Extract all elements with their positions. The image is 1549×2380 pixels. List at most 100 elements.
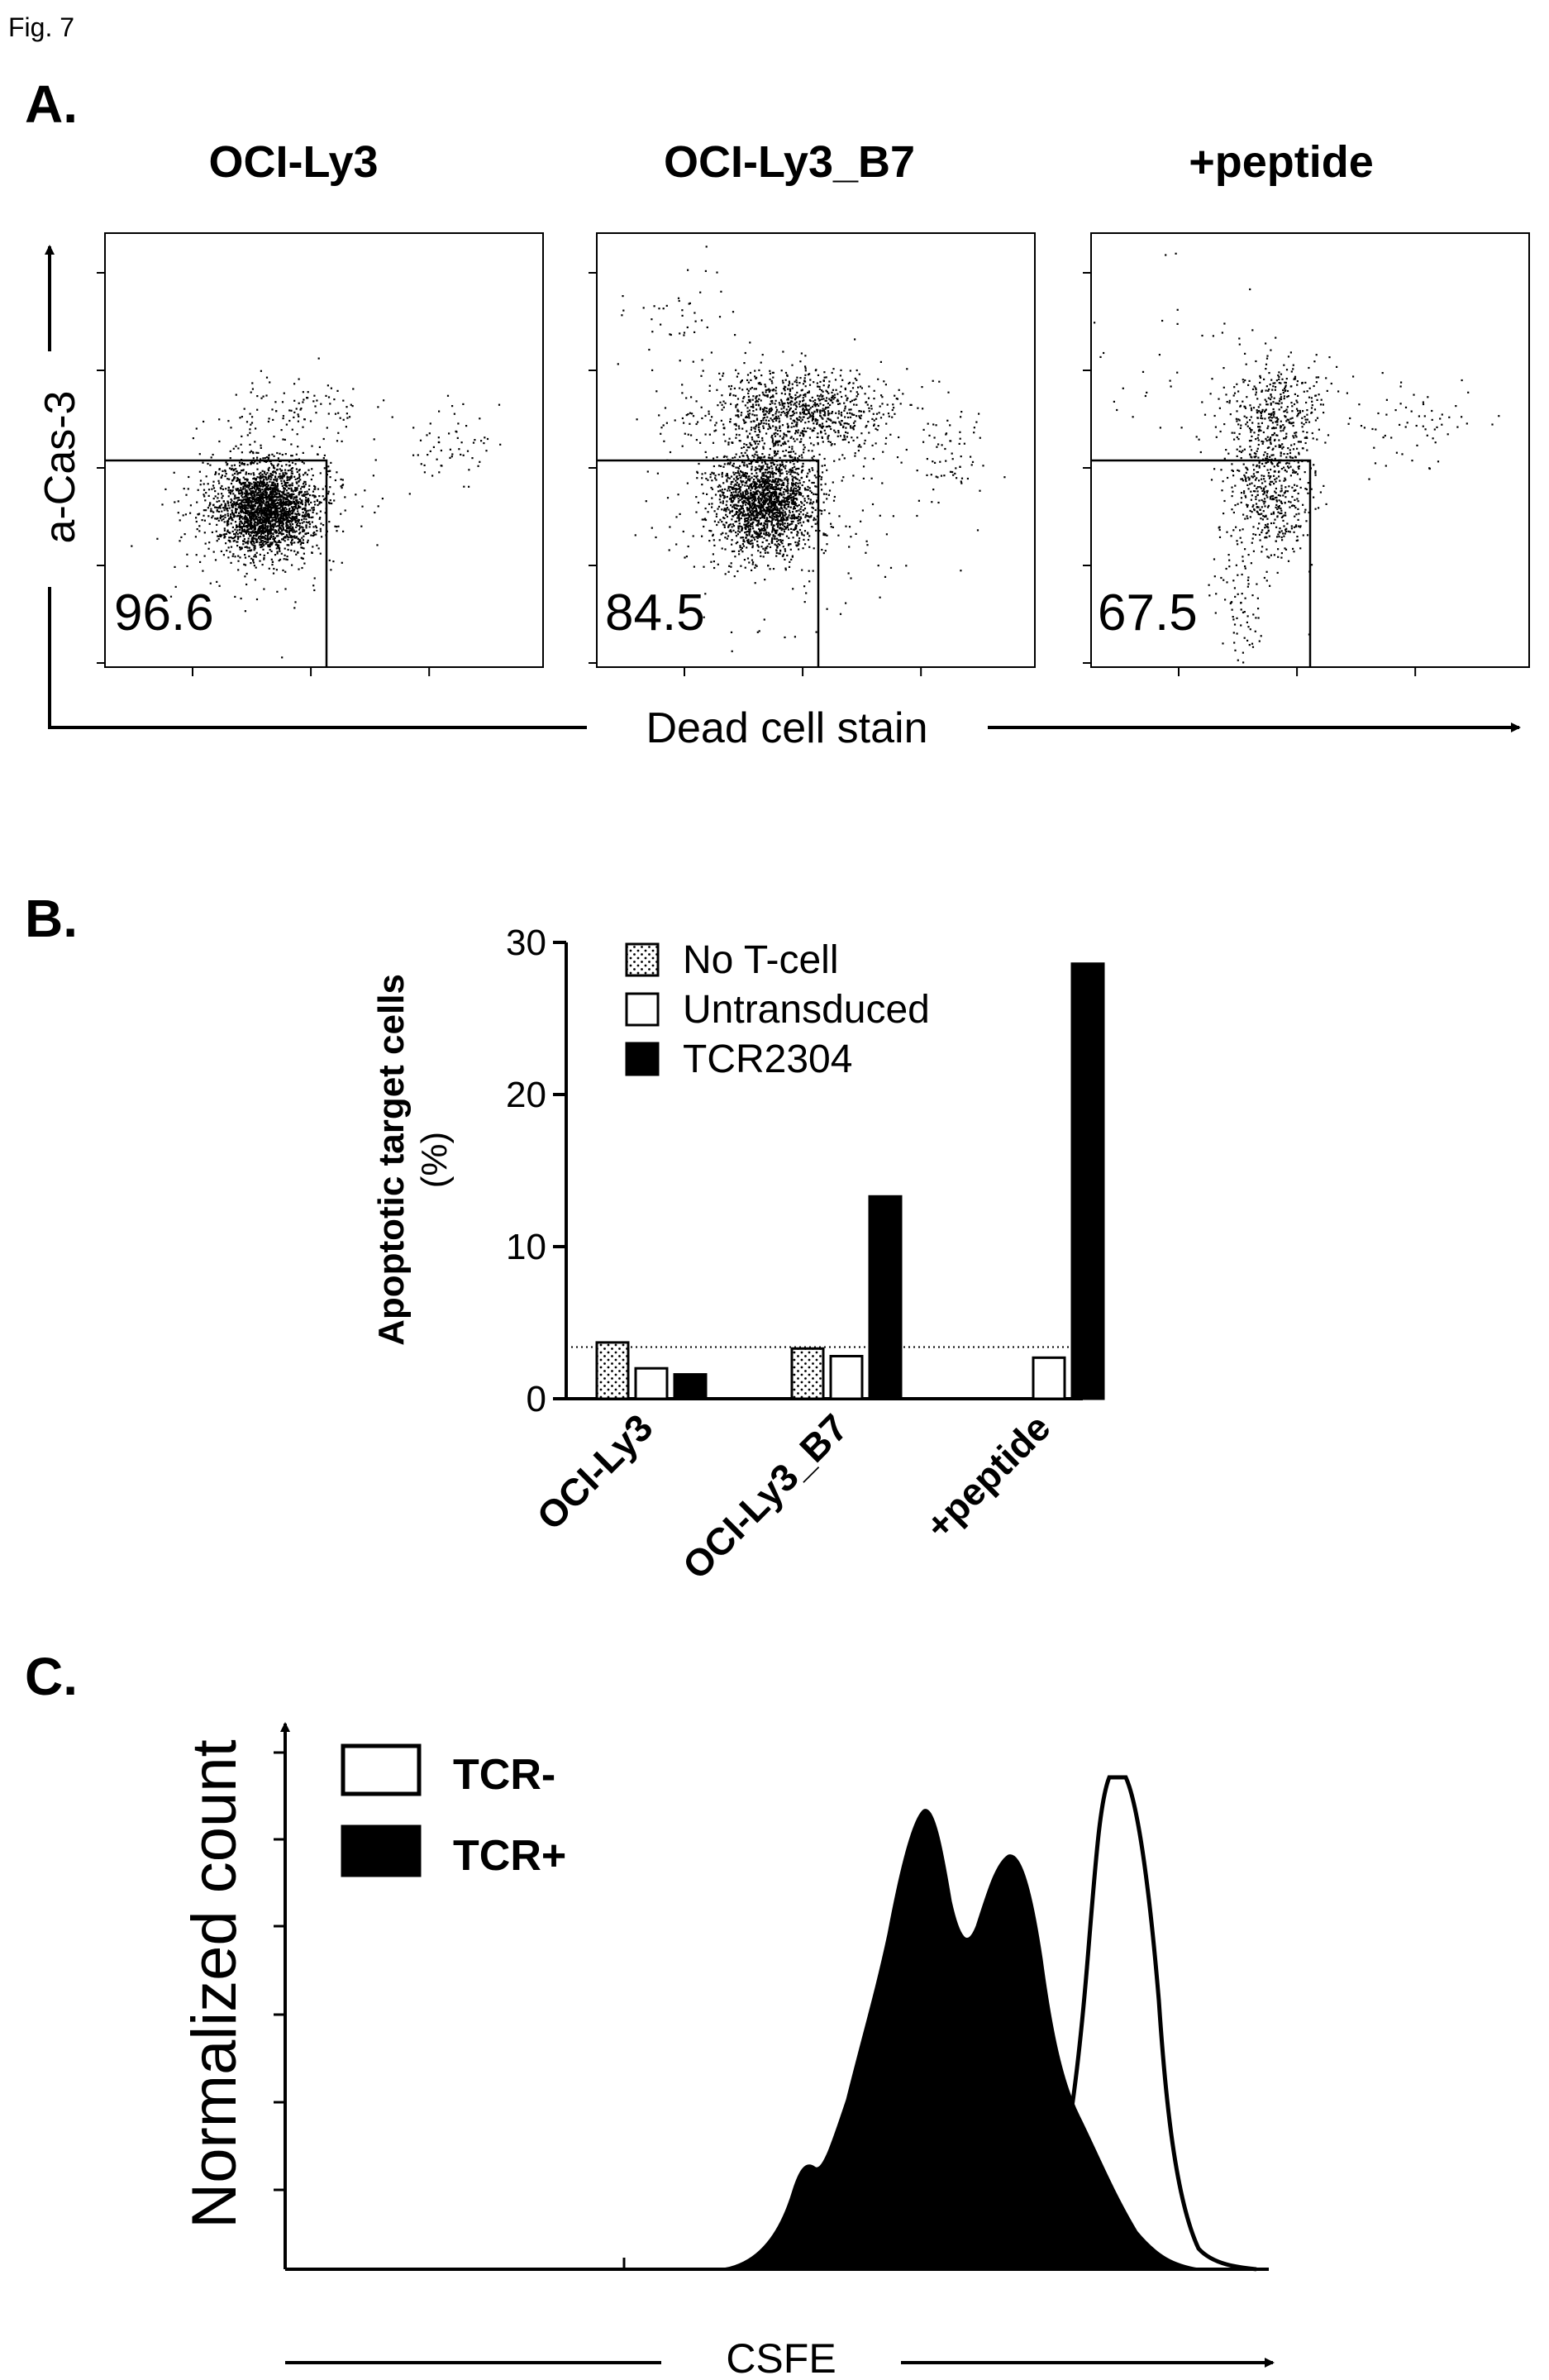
event-dot [784, 527, 787, 530]
event-dot [785, 460, 788, 463]
event-dot [264, 507, 266, 509]
event-dot [245, 484, 247, 486]
event-dot [284, 536, 287, 538]
event-dot [273, 525, 275, 527]
event-dot [817, 432, 819, 435]
event-dot [771, 529, 774, 532]
event-dot [779, 427, 781, 429]
event-dot [750, 497, 752, 499]
event-dot [741, 529, 743, 532]
event-dot [265, 503, 268, 506]
event-dot [812, 413, 814, 415]
event-dot [304, 480, 307, 484]
event-dot [798, 518, 800, 521]
event-dot [779, 552, 781, 555]
event-dot [772, 535, 774, 537]
event-dot [788, 543, 790, 546]
event-dot [310, 501, 312, 503]
event-dot [748, 534, 751, 537]
event-dot [784, 393, 786, 395]
event-dot [715, 479, 717, 481]
event-dot [236, 488, 239, 490]
event-dot [717, 508, 719, 510]
event-dot [725, 532, 727, 535]
event-dot [813, 547, 815, 550]
event-dot [776, 537, 779, 540]
event-dot [174, 565, 176, 568]
event-dot [809, 379, 812, 381]
event-dot [216, 509, 218, 512]
event-dot [751, 504, 754, 507]
event-dot [741, 412, 743, 414]
event-dot [313, 577, 316, 579]
event-dot [346, 417, 349, 419]
event-dot [226, 549, 228, 552]
event-dot [752, 491, 755, 494]
event-dot [842, 425, 845, 427]
event-dot [245, 546, 248, 548]
event-dot [252, 560, 255, 562]
event-dot [287, 526, 289, 528]
event-dot [729, 510, 732, 513]
event-dot [751, 525, 754, 527]
event-dot [252, 478, 255, 480]
event-dot [264, 470, 266, 473]
event-dot [239, 517, 241, 519]
event-dot [767, 486, 770, 489]
event-dot [738, 434, 741, 436]
event-dot [797, 482, 799, 484]
event-dot [216, 580, 218, 583]
event-dot [258, 536, 260, 538]
event-dot [249, 527, 252, 530]
event-dot [259, 478, 261, 480]
event-dot [302, 541, 305, 544]
event-dot [799, 377, 802, 379]
event-dot [207, 507, 209, 509]
event-dot [284, 511, 286, 513]
event-dot [808, 546, 811, 548]
event-dot [285, 517, 288, 520]
event-dot [755, 510, 758, 513]
event-dot [755, 466, 757, 469]
event-dot [437, 436, 440, 439]
event-dot [302, 426, 304, 428]
event-dot [252, 462, 255, 465]
event-dot [753, 475, 755, 477]
event-dot [761, 354, 764, 356]
event-dot [229, 493, 232, 495]
event-dot [727, 443, 730, 446]
event-dot [800, 524, 803, 527]
event-dot [769, 474, 771, 476]
event-dot [793, 514, 795, 517]
event-dot [257, 513, 260, 517]
event-dot [327, 470, 330, 473]
event-dot [230, 515, 232, 517]
event-dot [778, 503, 780, 506]
event-dot [277, 463, 279, 465]
event-dot [297, 518, 299, 521]
event-dot [735, 476, 738, 479]
event-dot [752, 510, 755, 513]
event-dot [291, 541, 293, 544]
event-dot [755, 426, 757, 428]
event-dot [828, 398, 831, 400]
event-dot [471, 457, 474, 460]
event-dot [253, 503, 255, 506]
event-dot [760, 536, 763, 538]
event-dot [751, 518, 753, 521]
event-dot [798, 405, 801, 408]
event-dot [847, 441, 850, 444]
event-dot [755, 476, 757, 479]
event-dot [244, 610, 246, 613]
event-dot [226, 513, 229, 515]
event-dot [212, 498, 215, 500]
event-dot [851, 413, 853, 415]
event-dot [241, 496, 244, 498]
event-dot [307, 513, 310, 515]
event-dot [749, 413, 751, 415]
event-dot [858, 415, 860, 417]
event-dot [785, 434, 788, 436]
event-dot [249, 513, 251, 516]
event-dot [250, 494, 252, 496]
event-dot [701, 473, 703, 475]
